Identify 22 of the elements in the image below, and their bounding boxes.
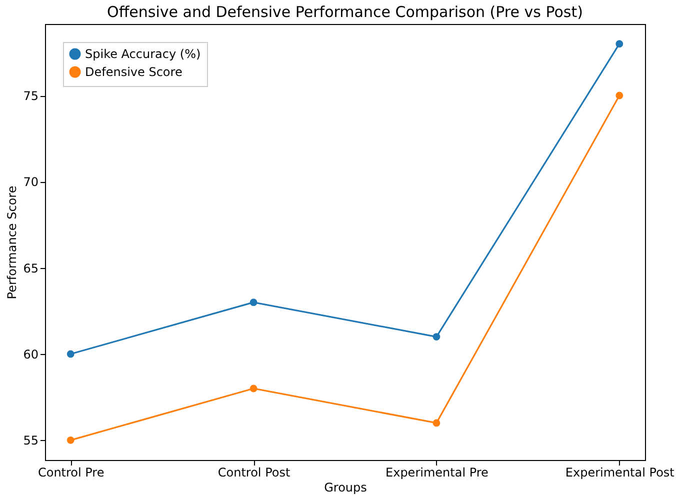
chart-title: Offensive and Defensive Performance Comparison (Pre vs Post) <box>107 3 583 21</box>
legend-label: Spike Accuracy (%) <box>85 47 201 61</box>
y-tick-label: 70 <box>23 175 38 190</box>
point <box>250 384 258 392</box>
point <box>432 419 440 427</box>
point <box>432 333 440 340</box>
x-tick-label: Control Pre <box>38 466 104 480</box>
x-tick-label: Experimental Post <box>565 466 675 480</box>
y-tick-label: 75 <box>23 89 38 104</box>
point <box>250 298 258 306</box>
legend-label: Defensive Score <box>85 65 182 79</box>
point <box>616 40 624 48</box>
y-axis-title: Performance Score <box>5 186 20 300</box>
point <box>66 350 74 358</box>
y-tick-label: 65 <box>23 261 38 276</box>
x-axis-title: Groups <box>324 480 367 494</box>
y-tick-label: 60 <box>23 348 38 362</box>
x-tick-label: Experimental Pre <box>386 466 488 480</box>
point <box>66 436 74 444</box>
point <box>616 92 624 100</box>
y-tick-label: 55 <box>23 434 38 448</box>
x-tick-label: Control Post <box>218 466 290 480</box>
